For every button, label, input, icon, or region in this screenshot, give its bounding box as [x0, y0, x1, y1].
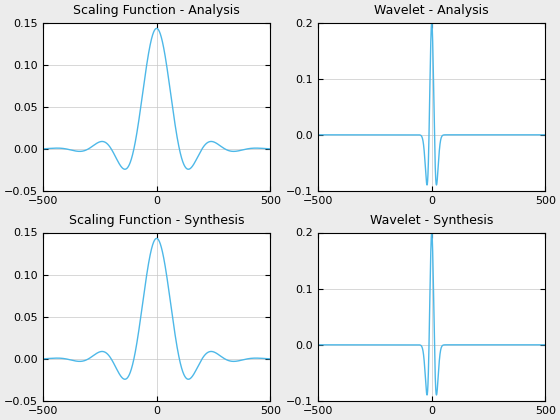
- Title: Scaling Function - Analysis: Scaling Function - Analysis: [73, 4, 240, 17]
- Title: Scaling Function - Synthesis: Scaling Function - Synthesis: [69, 214, 244, 227]
- Title: Wavelet - Synthesis: Wavelet - Synthesis: [370, 214, 493, 227]
- Title: Wavelet - Analysis: Wavelet - Analysis: [375, 4, 489, 17]
